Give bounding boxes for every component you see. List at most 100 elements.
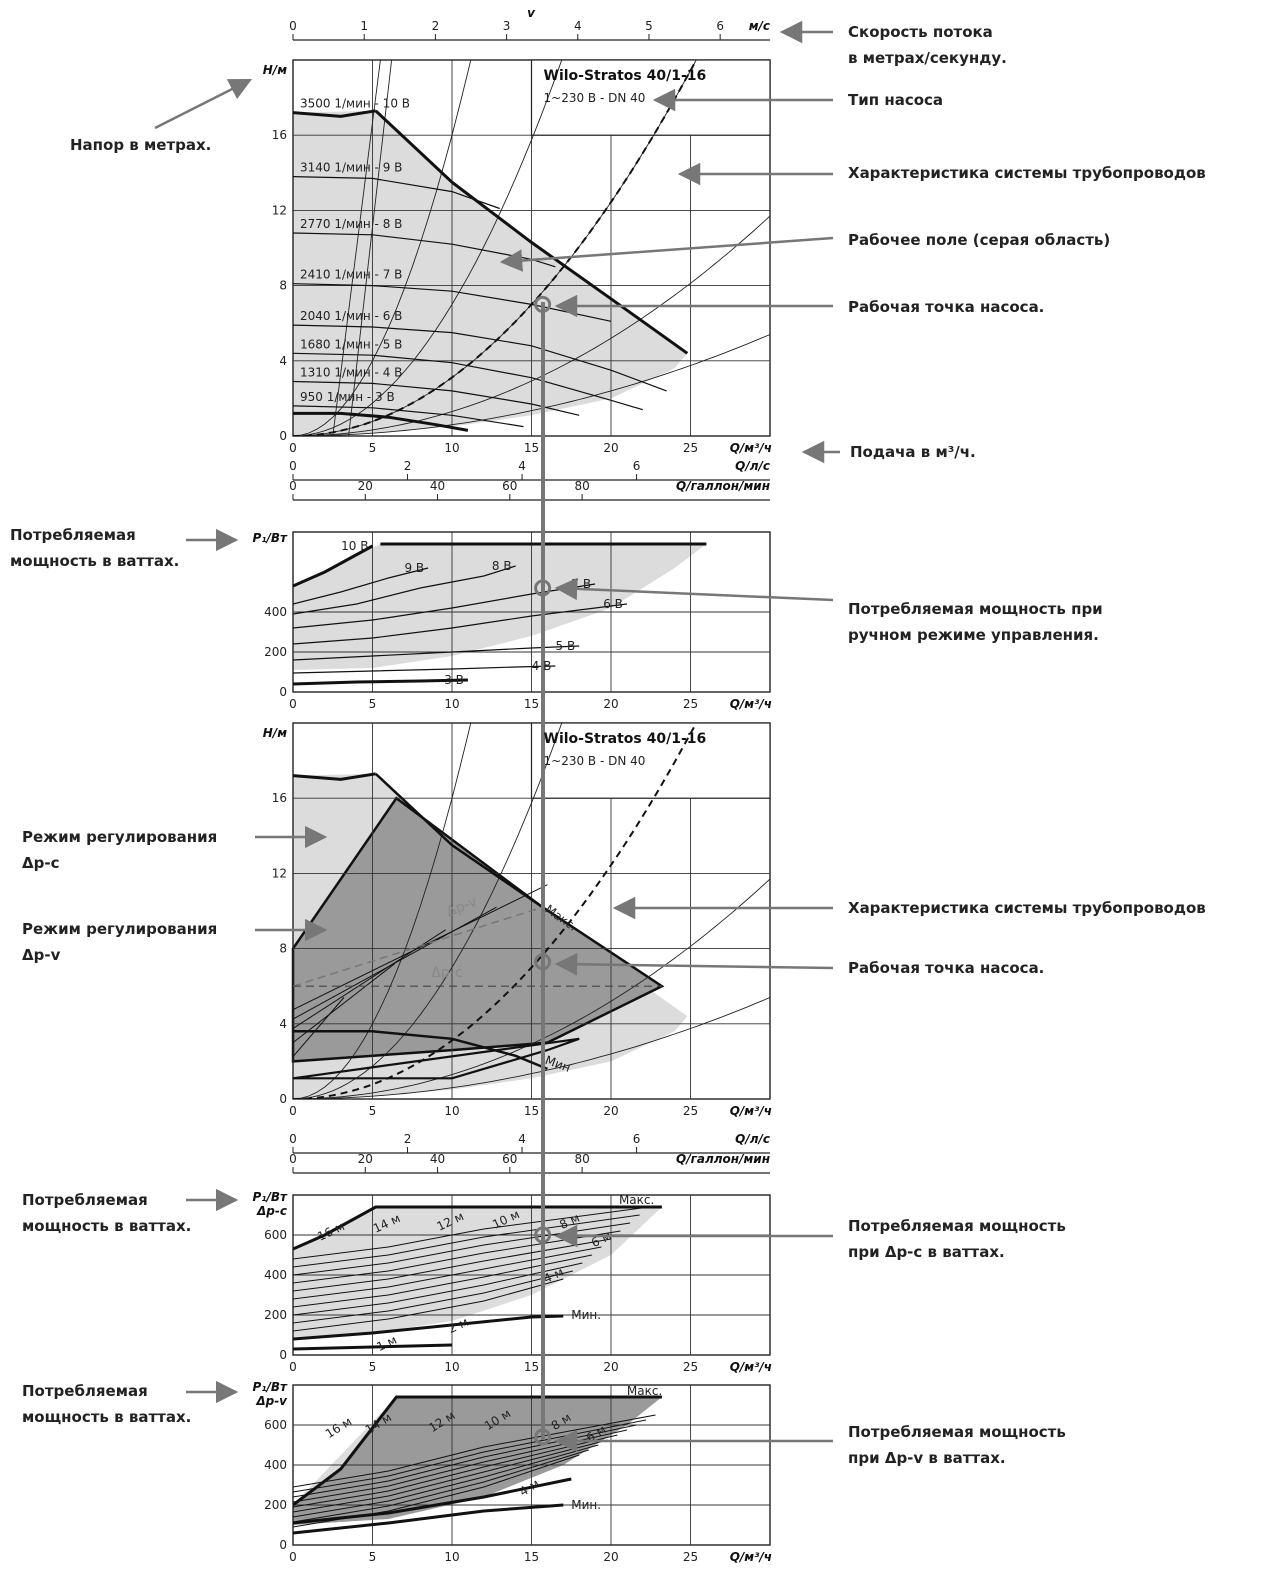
p3-ytick: 400	[264, 1458, 287, 1472]
p1a-top-unit: Q/л/с	[735, 459, 770, 473]
p1b-top-unit: Q/галлон/мин	[676, 479, 770, 493]
h1-system-curve	[293, 215, 770, 436]
h1-system-curve	[293, 60, 472, 436]
h2-xtick: 20	[603, 1104, 618, 1118]
p2a-top-ticklabel: 0	[289, 1132, 297, 1146]
ann-power-1a: Потребляемая	[10, 526, 136, 544]
h1-ytick: 4	[279, 354, 287, 368]
ann-operating-field: Рабочее поле (серая область)	[848, 231, 1110, 249]
p2b-top-ticklabel: 80	[574, 1152, 589, 1166]
h1-curve-label: 2040 1/мин - 6 В	[300, 309, 402, 323]
h1-curve	[293, 411, 469, 432]
h1-xtick: 25	[683, 441, 698, 455]
h1-speed-line	[348, 60, 393, 436]
ann-power-3b: мощность в ваттах.	[22, 1408, 191, 1426]
h2-title-box	[530, 722, 771, 799]
p1-curve	[293, 603, 627, 645]
h2-ytick: 12	[272, 866, 287, 880]
p1-curve-label: 8 В	[492, 559, 512, 573]
ann-pump-type: Тип насоса	[848, 91, 943, 109]
h1-operating-field	[293, 110, 688, 437]
p3-dpv-region	[293, 1397, 662, 1525]
p2-curve	[293, 1278, 564, 1332]
ann-dpv-power-2: при Δp-v в ваттах.	[848, 1449, 1006, 1467]
arrow-operating-field	[499, 236, 834, 272]
p2-xtick: 5	[369, 1360, 377, 1374]
p3-curve	[293, 1444, 599, 1518]
h1-xtick: 5	[369, 441, 377, 455]
h1-ytick: 0	[279, 429, 287, 443]
p3-xtick: 25	[683, 1550, 698, 1564]
h1-ytick: 8	[279, 279, 287, 293]
p2-xtick: 25	[683, 1360, 698, 1374]
p3-ytick: 0	[279, 1538, 287, 1552]
p2-max-line	[293, 1205, 662, 1251]
h2-system-curve	[293, 997, 770, 1099]
p3-ylabel: P₁/Вт	[252, 1380, 288, 1394]
p1-curve-label: 6 В	[603, 597, 623, 611]
p2b-top-ticklabel: 40	[430, 1152, 445, 1166]
h2-ytick: 16	[272, 791, 287, 805]
h2-regulation-line	[293, 963, 396, 1043]
h1-top-ticklabel: 0	[289, 19, 297, 33]
h2-ylabel: H/м	[263, 726, 287, 740]
h1-curve-label: 1680 1/мин - 5 В	[300, 337, 402, 351]
p2-curve	[293, 1230, 621, 1284]
h1-xlabel: Q/м³/ч	[730, 441, 772, 455]
ann-power-2b: мощность в ваттах.	[22, 1217, 191, 1235]
p1a-top-ticklabel: 0	[289, 459, 297, 473]
h2-lower-boundary	[293, 1037, 580, 1080]
p1-curve	[293, 645, 580, 661]
p2b-top-ticklabel: 0	[289, 1152, 297, 1166]
h2-xtick: 0	[289, 1104, 297, 1118]
p3-min-line	[293, 1503, 564, 1535]
p3-curve	[293, 1439, 608, 1513]
h1-curve	[293, 352, 643, 411]
h1-curve-label: 2410 1/мин - 7 В	[300, 268, 402, 282]
ann-dpv-mode-2: Δp-v	[22, 946, 61, 964]
p3-xtick: 15	[524, 1550, 539, 1564]
h2-title: Wilo-Stratos 40/1-16	[544, 731, 707, 747]
p2-ytick: 400	[264, 1268, 287, 1282]
h2-ytick: 4	[279, 1017, 287, 1031]
p3-ytick: 600	[264, 1418, 287, 1432]
h1-velocity-label: v	[527, 6, 536, 20]
ann-dpv-mode-1: Режим регулирования	[22, 920, 217, 938]
p1-curve	[293, 567, 429, 605]
p1a-top-ticklabel: 4	[518, 459, 526, 473]
p1-xtick: 25	[683, 697, 698, 711]
p3-curve	[293, 1454, 580, 1528]
h2-system-curve	[293, 723, 563, 1099]
ann-flow: Подача в м³/ч.	[850, 443, 976, 461]
p3-xtick: 5	[369, 1550, 377, 1564]
h2-xtick: 15	[524, 1104, 539, 1118]
ann-dpv-power-1: Потребляемая мощность	[848, 1423, 1066, 1441]
h1-top-ticklabel: 3	[503, 19, 511, 33]
p2-curve	[293, 1238, 612, 1292]
p2-xtick: 0	[289, 1360, 297, 1374]
p1-curve-label: 5 В	[556, 639, 576, 653]
p1-xtick: 0	[289, 697, 297, 711]
h2-dpv-line	[293, 906, 543, 987]
h2-ytick: 0	[279, 1092, 287, 1106]
p2b-top-ticklabel: 60	[502, 1152, 517, 1166]
p3-max-line	[293, 1395, 662, 1507]
h1-top-ticklabel: 5	[645, 19, 653, 33]
h1-max-envelope	[374, 109, 689, 355]
p1b-top-ticklabel: 0	[289, 479, 297, 493]
ann-operating-point-2: Рабочая точка насоса.	[848, 959, 1044, 977]
p2-curve-label: 1 м	[374, 1333, 399, 1354]
h2-xtick: 5	[369, 1104, 377, 1118]
p1-curve-label: 9 В	[404, 561, 424, 575]
p1-curve	[293, 544, 374, 588]
ann-manual-1: Потребляемая мощность при	[848, 600, 1103, 618]
p1-ytick: 200	[264, 645, 287, 659]
h1-top-ticklabel: 1	[360, 19, 368, 33]
p2a-top-ticklabel: 6	[633, 1132, 641, 1146]
p3-min-label: Мин.	[571, 1498, 601, 1512]
ann-head: Напор в метрах.	[70, 136, 211, 154]
p3-ylabel2: Δp-v	[255, 1394, 288, 1408]
p1-curve-label: 3 В	[444, 673, 464, 687]
h2-max-top	[293, 772, 376, 781]
